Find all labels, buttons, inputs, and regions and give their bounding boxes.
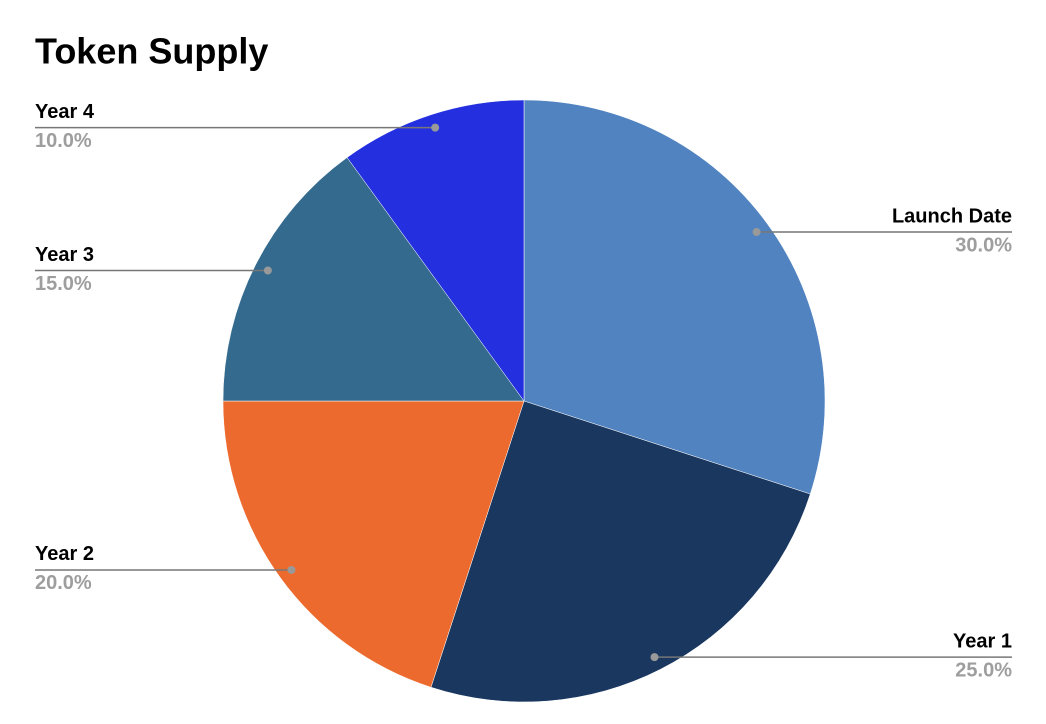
pie-slice — [222, 157, 525, 402]
value-label: 15.0% — [35, 273, 92, 295]
value-label: 10.0% — [35, 130, 92, 152]
callout-dot — [650, 653, 659, 662]
slice-label: Launch Date — [892, 205, 1012, 227]
callout-dot — [287, 565, 296, 574]
value-label: 25.0% — [955, 659, 1012, 681]
chart-title: Token Supply — [35, 31, 268, 72]
callout-dot — [752, 228, 761, 237]
slice-label: Year 2 — [35, 543, 94, 565]
value-label: 30.0% — [955, 234, 1012, 256]
slice-label: Year 4 — [35, 101, 95, 123]
slice-label: Year 3 — [35, 244, 94, 266]
value-label: 20.0% — [35, 572, 92, 594]
pie-slice — [523, 99, 826, 495]
slice-label: Year 1 — [953, 630, 1012, 652]
pie-slice — [222, 400, 525, 688]
callout-dot — [263, 266, 272, 275]
callout-dot — [431, 123, 440, 132]
pie-slice — [430, 400, 811, 703]
pie-slice — [346, 99, 525, 402]
